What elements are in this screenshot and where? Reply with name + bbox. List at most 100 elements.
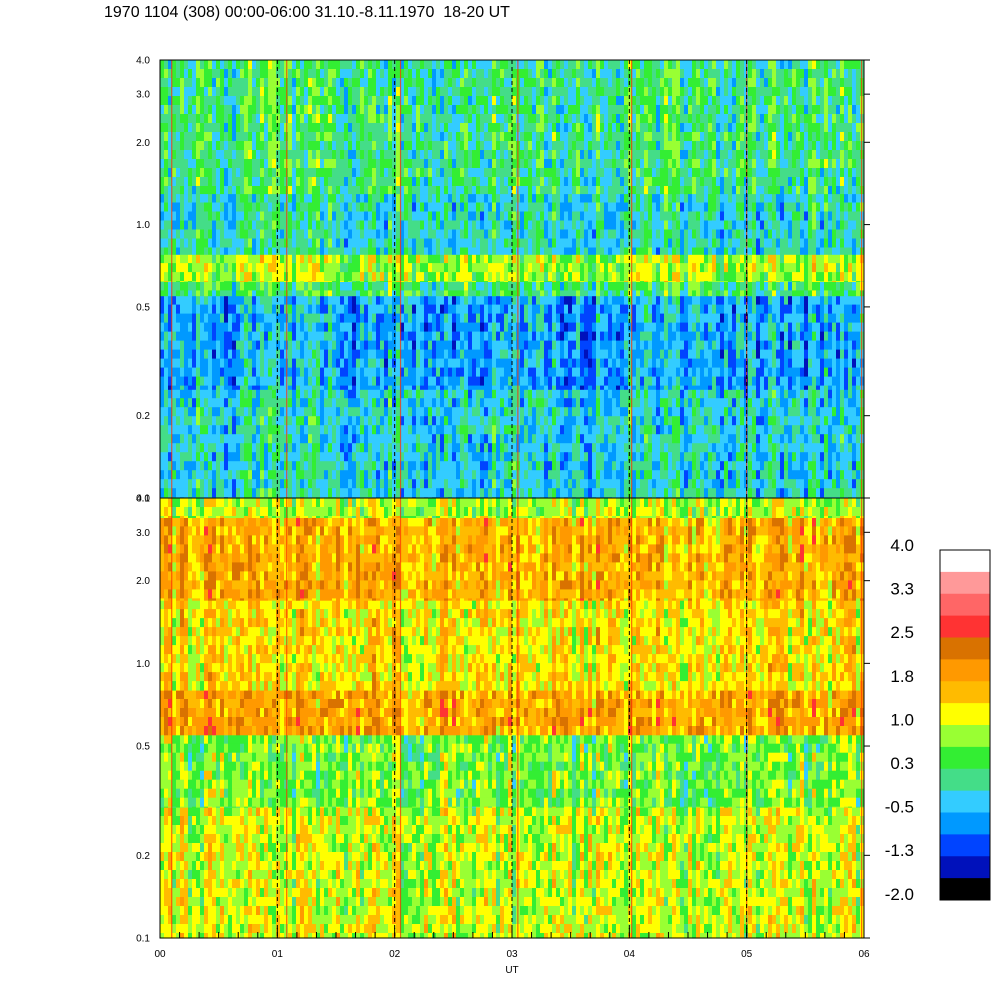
spectrogram-cell [176,78,180,88]
spectrogram-cell [420,358,424,369]
spectrogram-cell [404,263,408,273]
spectrogram-cell [192,281,196,282]
spectrogram-cell [484,229,488,240]
spectrogram-cell [392,87,396,97]
spectrogram-cell [524,159,528,169]
spectrogram-cell [368,78,372,88]
spectrogram-cell [284,263,288,273]
spectrogram-cell [416,376,420,387]
spectrogram-cell [284,229,288,240]
spectrogram-cell [196,398,200,408]
spectrogram-cell [176,96,180,106]
spectrogram-cell [348,331,352,342]
spectrogram-cell [468,407,472,417]
spectrogram-cell [184,96,188,106]
spectrogram-cell [248,425,252,435]
spectrogram-cell [252,69,256,79]
spectrogram-cell [532,168,536,178]
spectrogram-cell [300,416,304,426]
spectrogram-cell [388,247,392,255]
spectrogram-cell [424,398,428,408]
spectrogram-cell [352,398,356,408]
spectrogram-cell [252,220,256,231]
spectrogram-cell [384,96,388,106]
spectrogram-cell [236,193,240,204]
spectrogram-cell [324,60,328,70]
spectrogram-cell [188,322,192,333]
spectrogram-cell [432,254,436,264]
spectrogram-cell [160,479,164,489]
spectrogram-cell [524,488,528,498]
spectrogram-cell [424,168,428,178]
spectrogram-cell [476,159,480,169]
spectrogram-cell [360,322,364,333]
spectrogram-cell [520,331,524,342]
spectrogram-cell [324,78,328,88]
spectrogram-cell [444,96,448,106]
spectrogram-cell [184,159,188,169]
spectrogram-cell [464,425,468,435]
spectrogram-cell [532,340,536,351]
spectrogram-cell [160,488,164,498]
spectrogram-cell [284,398,288,408]
spectrogram-cell [224,150,228,160]
spectrogram-cell [200,295,204,306]
spectrogram-cell [292,331,296,342]
spectrogram-cell [296,290,300,297]
spectrogram-cell [480,69,484,79]
spectrogram-cell [508,281,512,282]
spectrogram-cell [212,193,216,204]
spectrogram-cell [276,367,280,378]
spectrogram-cell [388,389,392,399]
spectrogram-cell [416,254,420,264]
spectrogram-cell [480,461,484,471]
spectrogram-cell [216,123,220,133]
spectrogram-cell [416,385,420,390]
spectrogram-cell [352,132,356,142]
spectrogram-cell [200,322,204,333]
spectrogram-cell [428,470,432,480]
spectrogram-cell [376,470,380,480]
spectrogram-cell [324,452,328,462]
spectrogram-cell [224,105,228,115]
spectrogram-cell [268,211,272,222]
spectrogram-cell [216,461,220,471]
spectrogram-cell [236,407,240,417]
spectrogram-cell [388,229,392,240]
spectrogram-cell [200,159,204,169]
spectrogram-cell [400,290,404,297]
spectrogram-cell [504,247,508,255]
spectrogram-cell [528,114,532,124]
spectrogram-cell [388,150,392,160]
spectrogram-cell [444,159,448,169]
spectrogram-cell [304,229,308,240]
spectrogram-cell [160,87,164,97]
spectrogram-cell [352,461,356,471]
spectrogram-cell [240,313,244,324]
spectrogram-cell [276,407,280,417]
spectrogram-cell [424,295,428,306]
spectrogram-cell [352,168,356,178]
spectrogram-cell [512,202,516,213]
spectrogram-cell [480,340,484,351]
spectrogram-cell [204,247,208,255]
spectrogram-cell [216,114,220,124]
spectrogram-cell [296,60,300,70]
spectrogram-cell [256,177,260,187]
spectrogram-cell [184,461,188,471]
spectrogram-cell [328,367,332,378]
spectrogram-cell [444,60,448,70]
spectrogram-cell [452,358,456,369]
spectrogram-cell [236,272,240,282]
spectrogram-cell [504,290,508,297]
spectrogram-cell [504,159,508,169]
spectrogram-cell [376,60,380,70]
spectrogram-cell [188,141,192,151]
spectrogram-cell [328,416,332,426]
spectrogram-cell [196,78,200,88]
spectrogram-cell [488,105,492,115]
spectrogram-cell [412,358,416,369]
spectrogram-cell [436,470,440,480]
spectrogram-cell [496,114,500,124]
spectrogram-cell [180,229,184,240]
